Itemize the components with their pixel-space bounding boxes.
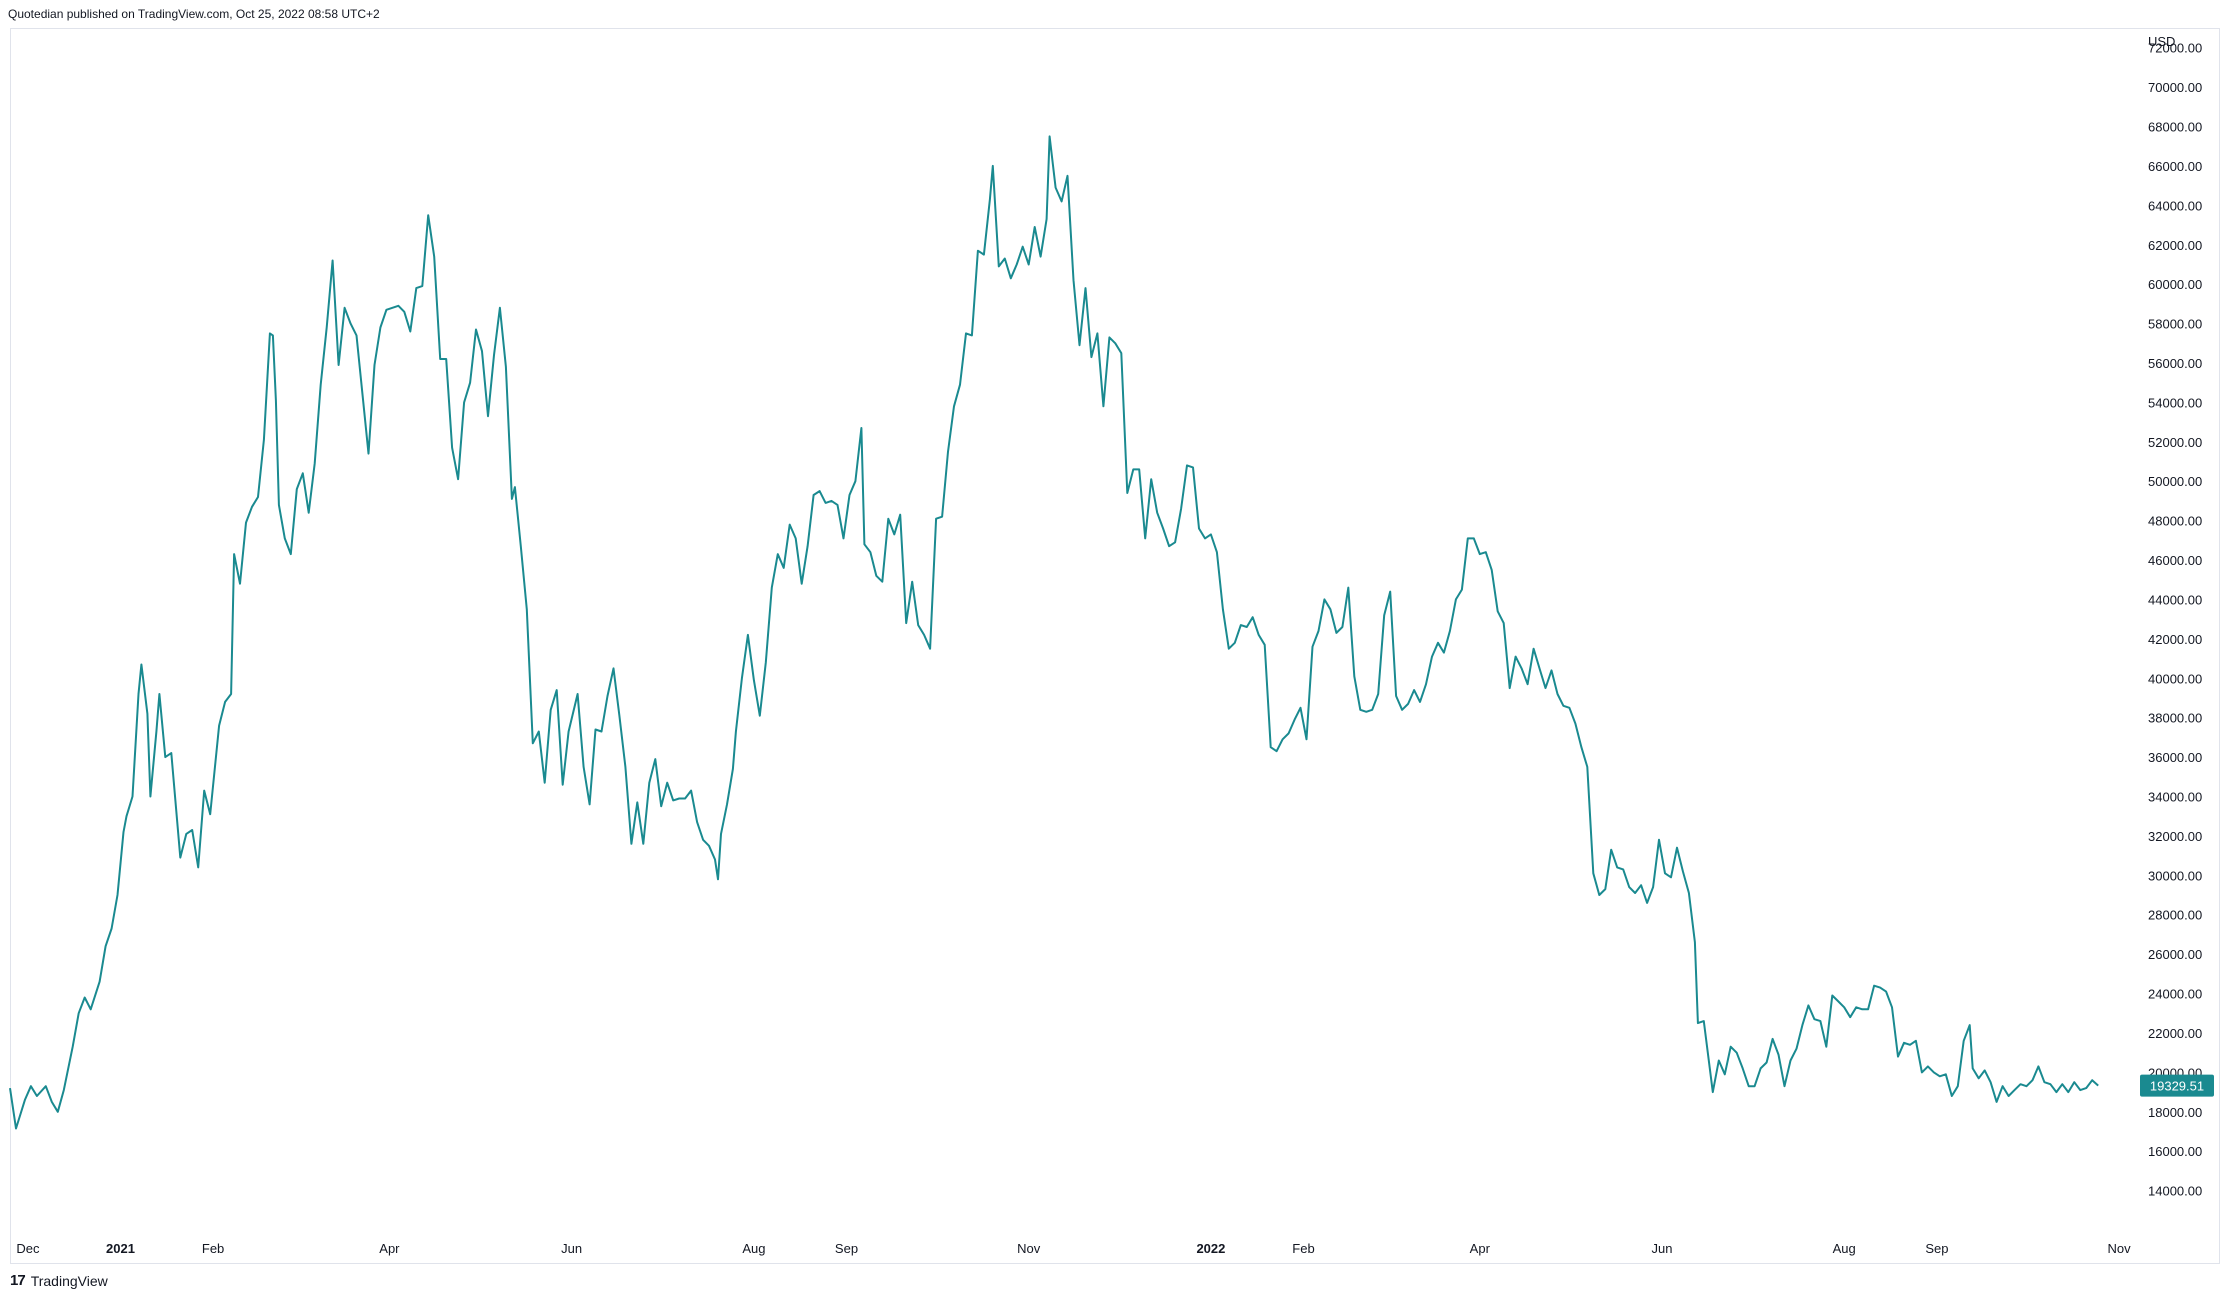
y-tick-label: 56000.00 [2148,356,2202,371]
y-tick-label: 50000.00 [2148,474,2202,489]
y-tick-label: 46000.00 [2148,553,2202,568]
x-tick-label: 2021 [106,1241,135,1256]
x-tick-label: Dec [16,1241,40,1256]
y-tick-label: 64000.00 [2148,198,2202,213]
y-tick-label: 14000.00 [2148,1184,2202,1199]
x-tick-label: Jun [561,1241,582,1256]
y-tick-label: 48000.00 [2148,514,2202,529]
chart-frame [10,28,2220,1264]
last-price-badge [2140,1074,2214,1097]
y-tick-label: 58000.00 [2148,317,2202,332]
x-tick-label: Feb [202,1241,224,1256]
time-axis: Dec 2021 Feb Apr Jun Aug Sep Nov 2022 Feb Apr Jun Au… [16,1241,2131,1256]
y-tick-label: 38000.00 [2148,711,2202,726]
x-tick-label: 2022 [1196,1241,1225,1256]
y-tick-label: 66000.00 [2148,159,2202,174]
y-tick-label: 60000.00 [2148,277,2202,292]
y-tick-label: 18000.00 [2148,1105,2202,1120]
x-tick-label: Nov [2108,1241,2132,1256]
y-tick-label: 44000.00 [2148,592,2202,607]
x-tick-label: Feb [1292,1241,1314,1256]
tradingview-brand[interactable]: 17 TradingView [10,1272,108,1289]
y-tick-label: 32000.00 [2148,829,2202,844]
y-tick-label: 52000.00 [2148,435,2202,450]
x-tick-label: Sep [835,1241,858,1256]
x-tick-label: Apr [379,1241,400,1256]
x-tick-label: Jun [1652,1241,1673,1256]
last-price-label: 19329.51 [2150,1079,2204,1094]
y-tick-label: 40000.00 [2148,671,2202,686]
y-tick-label: 34000.00 [2148,790,2202,805]
brand-name: TradingView [30,1272,108,1289]
y-tick-label: 36000.00 [2148,750,2202,765]
currency-label: USD [2148,34,2175,49]
x-tick-label: Aug [1833,1241,1856,1256]
published-header: Quotedian published on TradingView.com, … [8,7,380,21]
x-tick-label: Aug [742,1241,765,1256]
x-tick-label: Apr [1470,1241,1491,1256]
y-tick-label: 30000.00 [2148,868,2202,883]
price-series [9,135,2099,1130]
tradingview-logo-icon: 17 [10,1272,26,1289]
last-price-marker: 19329.51 [2140,1074,2214,1097]
price-line-series-0 [9,135,2099,1130]
y-tick-label: 16000.00 [2148,1144,2202,1159]
y-tick-label: 54000.00 [2148,395,2202,410]
y-tick-label: 22000.00 [2148,1026,2202,1041]
price-axis: USD14000.0016000.0018000.0020000.0022000… [2148,34,2202,1199]
y-tick-label: 24000.00 [2148,987,2202,1002]
y-tick-label: 62000.00 [2148,238,2202,253]
y-tick-label: 28000.00 [2148,908,2202,923]
y-tick-label: 72000.00 [2148,41,2202,56]
y-tick-label: 42000.00 [2148,632,2202,647]
x-tick-label: Nov [1017,1241,1041,1256]
y-tick-label: 68000.00 [2148,120,2202,135]
y-tick-label: 26000.00 [2148,947,2202,962]
y-tick-label: 70000.00 [2148,80,2202,95]
x-tick-label: Sep [1925,1241,1948,1256]
